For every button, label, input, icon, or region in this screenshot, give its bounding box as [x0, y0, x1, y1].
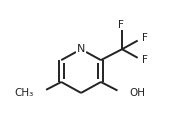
Text: OH: OH: [129, 88, 145, 98]
Text: F: F: [142, 55, 148, 65]
Text: CH₃: CH₃: [14, 88, 33, 98]
Text: F: F: [118, 20, 124, 30]
Text: F: F: [142, 33, 148, 43]
Text: N: N: [77, 44, 85, 54]
